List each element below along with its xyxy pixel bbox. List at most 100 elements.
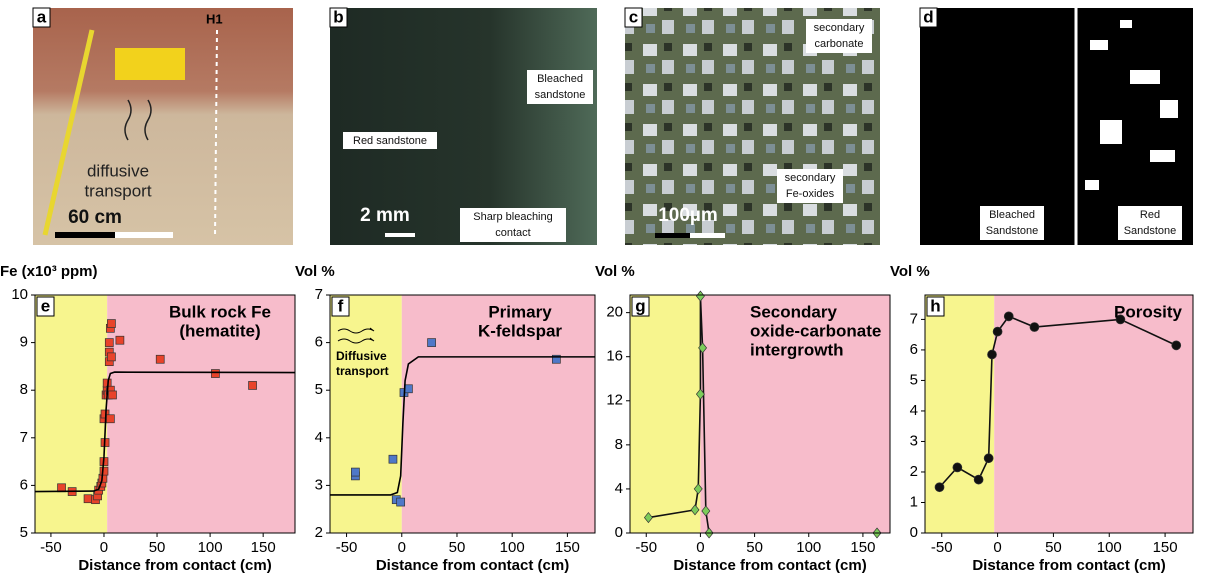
photo-binary — [920, 8, 1193, 245]
panel-letter-box — [331, 296, 350, 317]
y-tick-label: 6 — [315, 334, 323, 351]
x-tick-label: 50 — [149, 539, 166, 556]
y-axis-label: Fe (x10³ ppm) — [0, 263, 98, 280]
y-tick-label: 16 — [606, 348, 623, 365]
point — [83, 494, 93, 504]
panel-letter: a — [37, 7, 47, 26]
y-tick-label: 8 — [20, 381, 28, 398]
point — [695, 290, 705, 302]
point — [693, 483, 703, 495]
label-box — [806, 19, 872, 53]
photo-label: carbonate — [815, 38, 864, 50]
x-tick-label: 0 — [100, 539, 108, 556]
y-tick-label: 0 — [910, 524, 918, 541]
label-box — [527, 70, 593, 104]
scale-bar — [385, 233, 415, 237]
point — [105, 414, 115, 424]
point — [934, 482, 945, 493]
y-tick-label: 6 — [20, 476, 28, 493]
region-bleached — [330, 295, 402, 533]
photo-label: transport — [84, 181, 151, 200]
scale-bar — [655, 233, 690, 238]
x-tick-label: 0 — [696, 539, 704, 556]
plot-frame — [924, 294, 1194, 534]
x-tick-label: 0 — [398, 539, 406, 556]
point — [108, 390, 117, 400]
site-label: H1 — [206, 11, 223, 26]
point — [643, 512, 653, 524]
x-tick-label: 100 — [500, 539, 525, 556]
x-tick-label: 50 — [449, 539, 466, 556]
annotation: oxide-carbonate — [750, 321, 881, 340]
photo-label: Sandstone — [986, 225, 1039, 237]
photo-label: Bleached — [537, 73, 583, 85]
x-axis-label: Distance from contact (cm) — [673, 557, 866, 574]
region-red — [107, 295, 295, 533]
point — [1029, 322, 1040, 332]
data-line — [938, 315, 1177, 488]
point — [952, 462, 963, 473]
y-tick-label: 5 — [315, 381, 323, 398]
point — [983, 453, 994, 464]
arrows — [124, 99, 152, 141]
x-tick-label: 150 — [1153, 539, 1178, 556]
point — [1171, 340, 1182, 351]
region-red — [994, 295, 1193, 533]
y-tick-label: 20 — [606, 304, 623, 321]
point — [248, 381, 257, 390]
label-box — [980, 206, 1044, 240]
photo-outcrop — [33, 8, 293, 245]
plot-frame — [34, 294, 296, 534]
label-box — [1118, 206, 1182, 240]
point — [552, 354, 561, 364]
plot-frame — [329, 294, 596, 534]
point — [992, 326, 1003, 337]
y-tick-label: 2 — [315, 524, 323, 541]
panel-letter-box — [631, 296, 650, 317]
point — [115, 335, 125, 345]
x-axis-label: Distance from contact (cm) — [972, 557, 1165, 574]
y-tick-label: 7 — [910, 310, 918, 327]
point — [987, 349, 997, 360]
photo-label: sandstone — [535, 89, 586, 101]
region-bleached — [630, 295, 701, 533]
point — [427, 338, 436, 347]
point — [698, 342, 708, 354]
y-tick-label: 6 — [910, 341, 918, 358]
x-axis-label: Distance from contact (cm) — [376, 557, 569, 574]
panel-letter: b — [333, 7, 343, 26]
panel-letter-box — [329, 7, 348, 28]
photo-label: Fe-oxides — [786, 188, 835, 200]
photo-label: Sharp bleaching — [473, 211, 553, 223]
photo-label: Sandstone — [1124, 225, 1177, 237]
x-tick-label: 50 — [1045, 539, 1062, 556]
point — [99, 466, 109, 476]
section-line — [214, 29, 218, 239]
annotation: Primary — [488, 302, 552, 321]
annotation: K-feldspar — [478, 321, 562, 340]
point — [701, 505, 711, 517]
panel-letter-box — [32, 7, 51, 28]
point — [695, 388, 705, 400]
point — [155, 354, 165, 364]
panel-letter: e — [41, 296, 50, 315]
x-tick-label: 100 — [796, 539, 821, 556]
panel-letter: d — [923, 7, 933, 26]
panel-letter-box — [919, 7, 938, 28]
panel-letter: f — [338, 296, 344, 315]
x-tick-label: -50 — [931, 539, 953, 556]
y-tick-label: 4 — [315, 429, 323, 446]
point — [107, 319, 116, 328]
panel-letter-box — [926, 296, 945, 317]
y-tick-label: 4 — [615, 480, 623, 497]
scale-label: 2 mm — [360, 205, 410, 226]
data-line — [330, 356, 595, 496]
panel-letter: h — [930, 296, 940, 315]
panel-letter-box — [624, 7, 643, 28]
photo-thin-section — [330, 8, 597, 245]
x-tick-label: -50 — [635, 539, 657, 556]
panel-letter: g — [635, 296, 645, 315]
photo-label: secondary — [785, 172, 836, 184]
y-tick-label: 8 — [615, 436, 623, 453]
